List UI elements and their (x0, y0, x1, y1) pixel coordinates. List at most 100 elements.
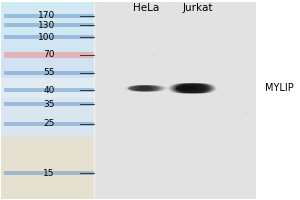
Text: 130: 130 (38, 21, 55, 30)
Bar (235, 39, 236, 40)
Bar (2, 110, 94, 112)
Bar (118, 152, 122, 153)
Bar (191, 66, 192, 68)
Bar (2, 29, 94, 31)
Bar (122, 61, 124, 63)
Bar (2, 159, 94, 162)
Bar (113, 13, 117, 14)
Bar (235, 14, 239, 15)
Bar (100, 29, 105, 30)
Text: 55: 55 (44, 68, 55, 77)
Bar (2, 36, 94, 39)
Bar (241, 83, 244, 84)
Ellipse shape (130, 85, 153, 92)
Bar (253, 175, 256, 177)
Bar (146, 10, 151, 12)
Bar (175, 40, 179, 41)
Bar (252, 95, 254, 97)
Bar (183, 57, 187, 58)
Bar (2, 83, 94, 85)
Text: 15: 15 (44, 169, 55, 178)
Bar (4, 52, 94, 58)
Bar (2, 49, 94, 51)
Bar (2, 189, 94, 191)
Bar (113, 57, 118, 58)
Ellipse shape (142, 85, 165, 92)
Bar (2, 41, 94, 44)
Ellipse shape (131, 85, 154, 92)
Ellipse shape (134, 85, 158, 92)
Bar (207, 91, 209, 93)
Bar (2, 2, 94, 4)
Bar (97, 7, 102, 8)
Ellipse shape (140, 85, 163, 92)
Bar (124, 138, 127, 139)
Bar (2, 19, 94, 21)
Bar (240, 121, 243, 123)
Ellipse shape (179, 83, 203, 93)
Bar (2, 144, 94, 147)
Bar (2, 179, 94, 181)
Bar (2, 46, 94, 49)
Bar (2, 125, 94, 127)
Bar (130, 109, 131, 110)
Bar (2, 105, 94, 108)
Ellipse shape (183, 83, 206, 93)
Ellipse shape (138, 85, 161, 92)
Bar (2, 66, 94, 68)
Bar (169, 138, 173, 139)
Bar (235, 101, 240, 103)
Bar (186, 48, 191, 49)
Bar (151, 82, 152, 84)
Bar (133, 183, 134, 184)
Bar (2, 14, 94, 17)
Bar (119, 186, 124, 187)
Bar (2, 39, 94, 41)
Text: MYLIP: MYLIP (265, 83, 293, 93)
Bar (2, 68, 94, 71)
Ellipse shape (174, 83, 197, 93)
Bar (246, 10, 252, 11)
Bar (2, 135, 94, 137)
Ellipse shape (134, 85, 157, 92)
Bar (105, 49, 106, 51)
Bar (138, 88, 142, 90)
Bar (154, 73, 157, 74)
Bar (147, 53, 150, 55)
Bar (2, 154, 94, 157)
Bar (2, 196, 94, 199)
Ellipse shape (128, 85, 151, 92)
Text: 35: 35 (44, 100, 55, 109)
Bar (98, 144, 101, 146)
Bar (167, 93, 168, 94)
Bar (224, 197, 226, 198)
Bar (2, 44, 94, 46)
Ellipse shape (128, 86, 152, 91)
Ellipse shape (136, 85, 159, 92)
Bar (2, 142, 94, 144)
Bar (211, 29, 216, 30)
Bar (212, 46, 213, 47)
Bar (2, 61, 94, 63)
Bar (254, 116, 257, 117)
Bar (110, 194, 111, 195)
Bar (2, 176, 94, 179)
Ellipse shape (192, 83, 215, 93)
Bar (241, 150, 242, 151)
Ellipse shape (177, 83, 200, 93)
Bar (184, 13, 188, 14)
Ellipse shape (138, 85, 161, 92)
Bar (2, 26, 94, 29)
Ellipse shape (171, 83, 195, 93)
Bar (94, 2, 256, 199)
Bar (2, 71, 94, 73)
Bar (2, 76, 94, 78)
Ellipse shape (190, 83, 213, 93)
Ellipse shape (135, 85, 158, 92)
Ellipse shape (184, 83, 208, 93)
Text: 40: 40 (44, 86, 55, 95)
Bar (2, 81, 94, 83)
Bar (247, 30, 248, 31)
Bar (134, 5, 136, 7)
Bar (201, 136, 204, 137)
